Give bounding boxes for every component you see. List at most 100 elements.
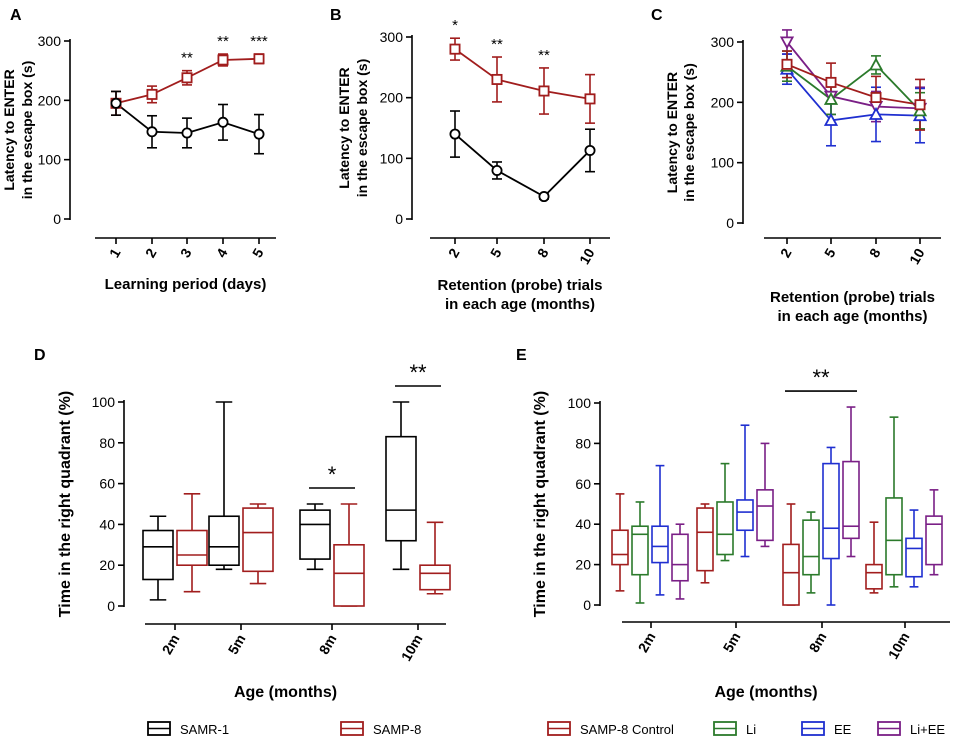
panel-a: A 0 100 200 300 1 2 3 4 5 Latency to ENTER in the e… xyxy=(1,7,276,293)
legend: SAMP-8 Control Li EE Li+EE xyxy=(547,721,945,737)
y-tick-label: 200 xyxy=(38,92,62,108)
data-point-circle xyxy=(146,126,158,138)
panel-label: A xyxy=(10,7,22,24)
box xyxy=(419,564,451,591)
series-line xyxy=(786,41,921,110)
y-axis-title: Time in the right quadrant (%) xyxy=(57,391,74,617)
data-point-square xyxy=(181,72,193,84)
data-point-triangle xyxy=(823,91,839,105)
x-tick-label: 10 xyxy=(906,245,928,267)
box xyxy=(842,460,860,540)
y-tick-label: 100 xyxy=(568,395,592,411)
series-li xyxy=(631,416,903,604)
data-point-square xyxy=(491,73,503,85)
series-ee xyxy=(782,53,925,147)
box xyxy=(242,507,274,573)
legend-label: Li xyxy=(746,722,756,737)
x-axis-title: in each age (months) xyxy=(445,296,595,313)
data-point-circle xyxy=(253,128,265,140)
box xyxy=(782,543,800,606)
series-samp-8 xyxy=(176,492,451,607)
y-axis-title: Time in the right quadrant (%) xyxy=(532,391,549,617)
x-tick-label: 2m xyxy=(159,632,183,658)
y-tick-label: 200 xyxy=(711,94,735,110)
data-point-triangle xyxy=(823,112,839,126)
legend-label: Li+EE xyxy=(910,722,945,737)
y-tick-label: 20 xyxy=(575,557,591,573)
y-tick-label: 60 xyxy=(575,476,591,492)
significance-label: ** xyxy=(217,33,229,50)
x-axis-title: Retention (probe) trials xyxy=(437,277,602,294)
x-tick-label: 5 xyxy=(487,245,505,260)
data-point-triangle xyxy=(912,103,928,117)
y-tick-label: 60 xyxy=(99,476,115,492)
box xyxy=(208,515,240,566)
data-point-circle xyxy=(491,164,503,176)
box xyxy=(865,563,883,590)
y-axis-title: Latency to ENTER xyxy=(336,67,352,188)
y-tick-label: 100 xyxy=(380,150,404,166)
y-axis-title: in the escape box (s) xyxy=(354,59,370,197)
x-axis-title: in each age (months) xyxy=(777,308,927,325)
x-axis-title: Learning period (days) xyxy=(105,276,267,293)
series-samr-1 xyxy=(450,110,595,200)
series-line xyxy=(786,63,921,106)
y-tick-label: 0 xyxy=(583,597,591,613)
box xyxy=(822,462,840,560)
legend-label: EE xyxy=(834,722,852,737)
data-point-circle xyxy=(449,128,461,140)
box xyxy=(905,537,923,578)
significance-label: * xyxy=(452,17,458,34)
series-line xyxy=(454,133,591,198)
box xyxy=(756,489,774,542)
x-tick-label: 10m xyxy=(885,630,913,662)
panel-e: E 0 20 40 60 80 100 2m 5m 8m 10m Time in the right … xyxy=(516,347,950,737)
y-tick-label: 200 xyxy=(380,90,404,106)
x-axis-title: Age (months) xyxy=(234,684,337,701)
data-point-circle xyxy=(110,97,122,109)
panel-d: D 0 20 40 60 80 100 2m 5m 8m 10m Time in the right … xyxy=(34,347,451,737)
box xyxy=(142,529,174,581)
data-point-square xyxy=(217,54,229,66)
significance-label: *** xyxy=(250,33,268,50)
x-axis-title: Retention (probe) trials xyxy=(770,289,935,306)
data-point-circle xyxy=(181,127,193,139)
box xyxy=(611,529,629,566)
box xyxy=(885,497,903,576)
significance-label: ** xyxy=(812,365,830,390)
box xyxy=(925,515,943,566)
x-tick-label: 8 xyxy=(534,245,552,260)
y-axis-title: Latency to ENTER xyxy=(664,72,680,193)
significance-label: ** xyxy=(181,50,193,67)
x-tick-label: 5m xyxy=(720,630,744,656)
significance-label: ** xyxy=(409,360,427,385)
x-tick-label: 2 xyxy=(777,245,795,260)
x-tick-label: 4 xyxy=(213,245,231,260)
y-tick-label: 80 xyxy=(99,435,115,451)
panel-b: B 0 100 200 300 2 5 8 10 Latency to ENTER in the e… xyxy=(330,7,610,313)
y-tick-label: 0 xyxy=(107,598,115,614)
x-tick-label: 8m xyxy=(806,630,830,656)
significance-label: ** xyxy=(491,36,503,53)
y-tick-label: 100 xyxy=(92,394,116,410)
panel-label: C xyxy=(651,7,663,24)
data-point-circle xyxy=(217,116,229,128)
data-point-square xyxy=(584,93,596,105)
x-tick-label: 3 xyxy=(177,245,195,260)
x-tick-label: 2m xyxy=(635,630,659,656)
y-tick-label: 300 xyxy=(380,29,404,45)
y-tick-label: 100 xyxy=(38,152,62,168)
data-point-circle xyxy=(538,191,550,203)
x-tick-label: 8m xyxy=(316,632,340,658)
panel-label: E xyxy=(516,347,527,364)
series-line xyxy=(786,68,921,122)
x-tick-label: 5 xyxy=(249,245,267,260)
x-tick-label: 5 xyxy=(821,245,839,260)
panel-label: B xyxy=(330,7,342,24)
box xyxy=(671,533,689,582)
y-axis-title: Latency to ENTER xyxy=(1,69,17,190)
series-ee xyxy=(651,424,923,606)
panel-c: C 0 100 200 300 2 5 8 10 Latency to ENTER in the e… xyxy=(651,7,941,325)
data-point-square xyxy=(870,92,882,104)
data-point-square xyxy=(781,58,793,70)
